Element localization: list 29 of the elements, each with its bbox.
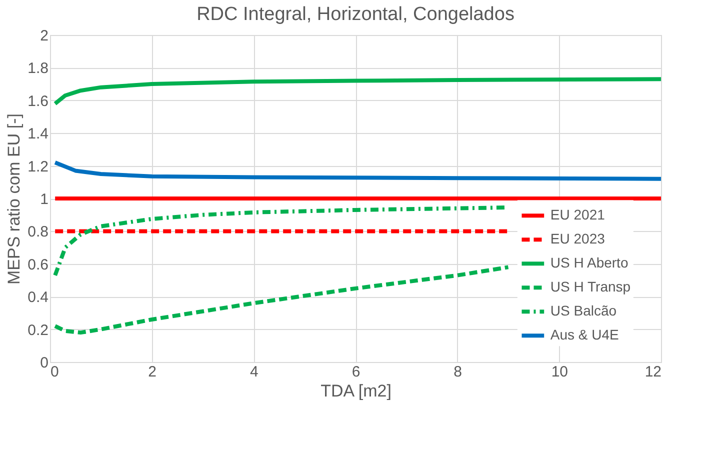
legend-label: EU 2021 (550, 206, 606, 223)
y-axis-title: MEPS ratio com EU [-] (4, 114, 24, 284)
x-tick-label: 4 (250, 364, 258, 380)
y-tick-label: 2 (40, 28, 48, 44)
y-tick-label: 1.6 (28, 92, 48, 110)
x-tick-label: 2 (148, 364, 157, 380)
x-tick-label: 12 (644, 364, 662, 380)
y-tick-label: 0.8 (28, 224, 48, 241)
y-tick-label: 0.6 (28, 256, 48, 274)
x-axis-title: TDA [m2] (320, 382, 392, 400)
line-series (53, 265, 510, 335)
legend-label: Aus & U4E (550, 326, 619, 343)
y-tick-label: 1 (40, 191, 48, 208)
legend-label: US Balcão (550, 302, 617, 319)
line-series (53, 160, 663, 181)
y-tick-label: 0.2 (28, 322, 48, 339)
line-series (53, 77, 663, 106)
legend-label: US H Transp (550, 278, 631, 295)
chart-title: RDC Integral, Horizontal, Congelados (196, 4, 514, 25)
x-tick-label: 0 (50, 364, 59, 380)
y-tick-label: 1.4 (28, 126, 48, 143)
y-tick-label: 1.8 (28, 60, 48, 78)
x-tick-label: 8 (454, 364, 462, 380)
y-tick-label: 1.2 (28, 158, 48, 176)
legend-label: US H Aberto (550, 254, 628, 271)
y-tick-label: 0.4 (28, 289, 48, 306)
legend-label: EU 2023 (550, 230, 606, 247)
x-tick-label: 6 (352, 364, 360, 380)
x-tick-label: 10 (551, 364, 568, 380)
